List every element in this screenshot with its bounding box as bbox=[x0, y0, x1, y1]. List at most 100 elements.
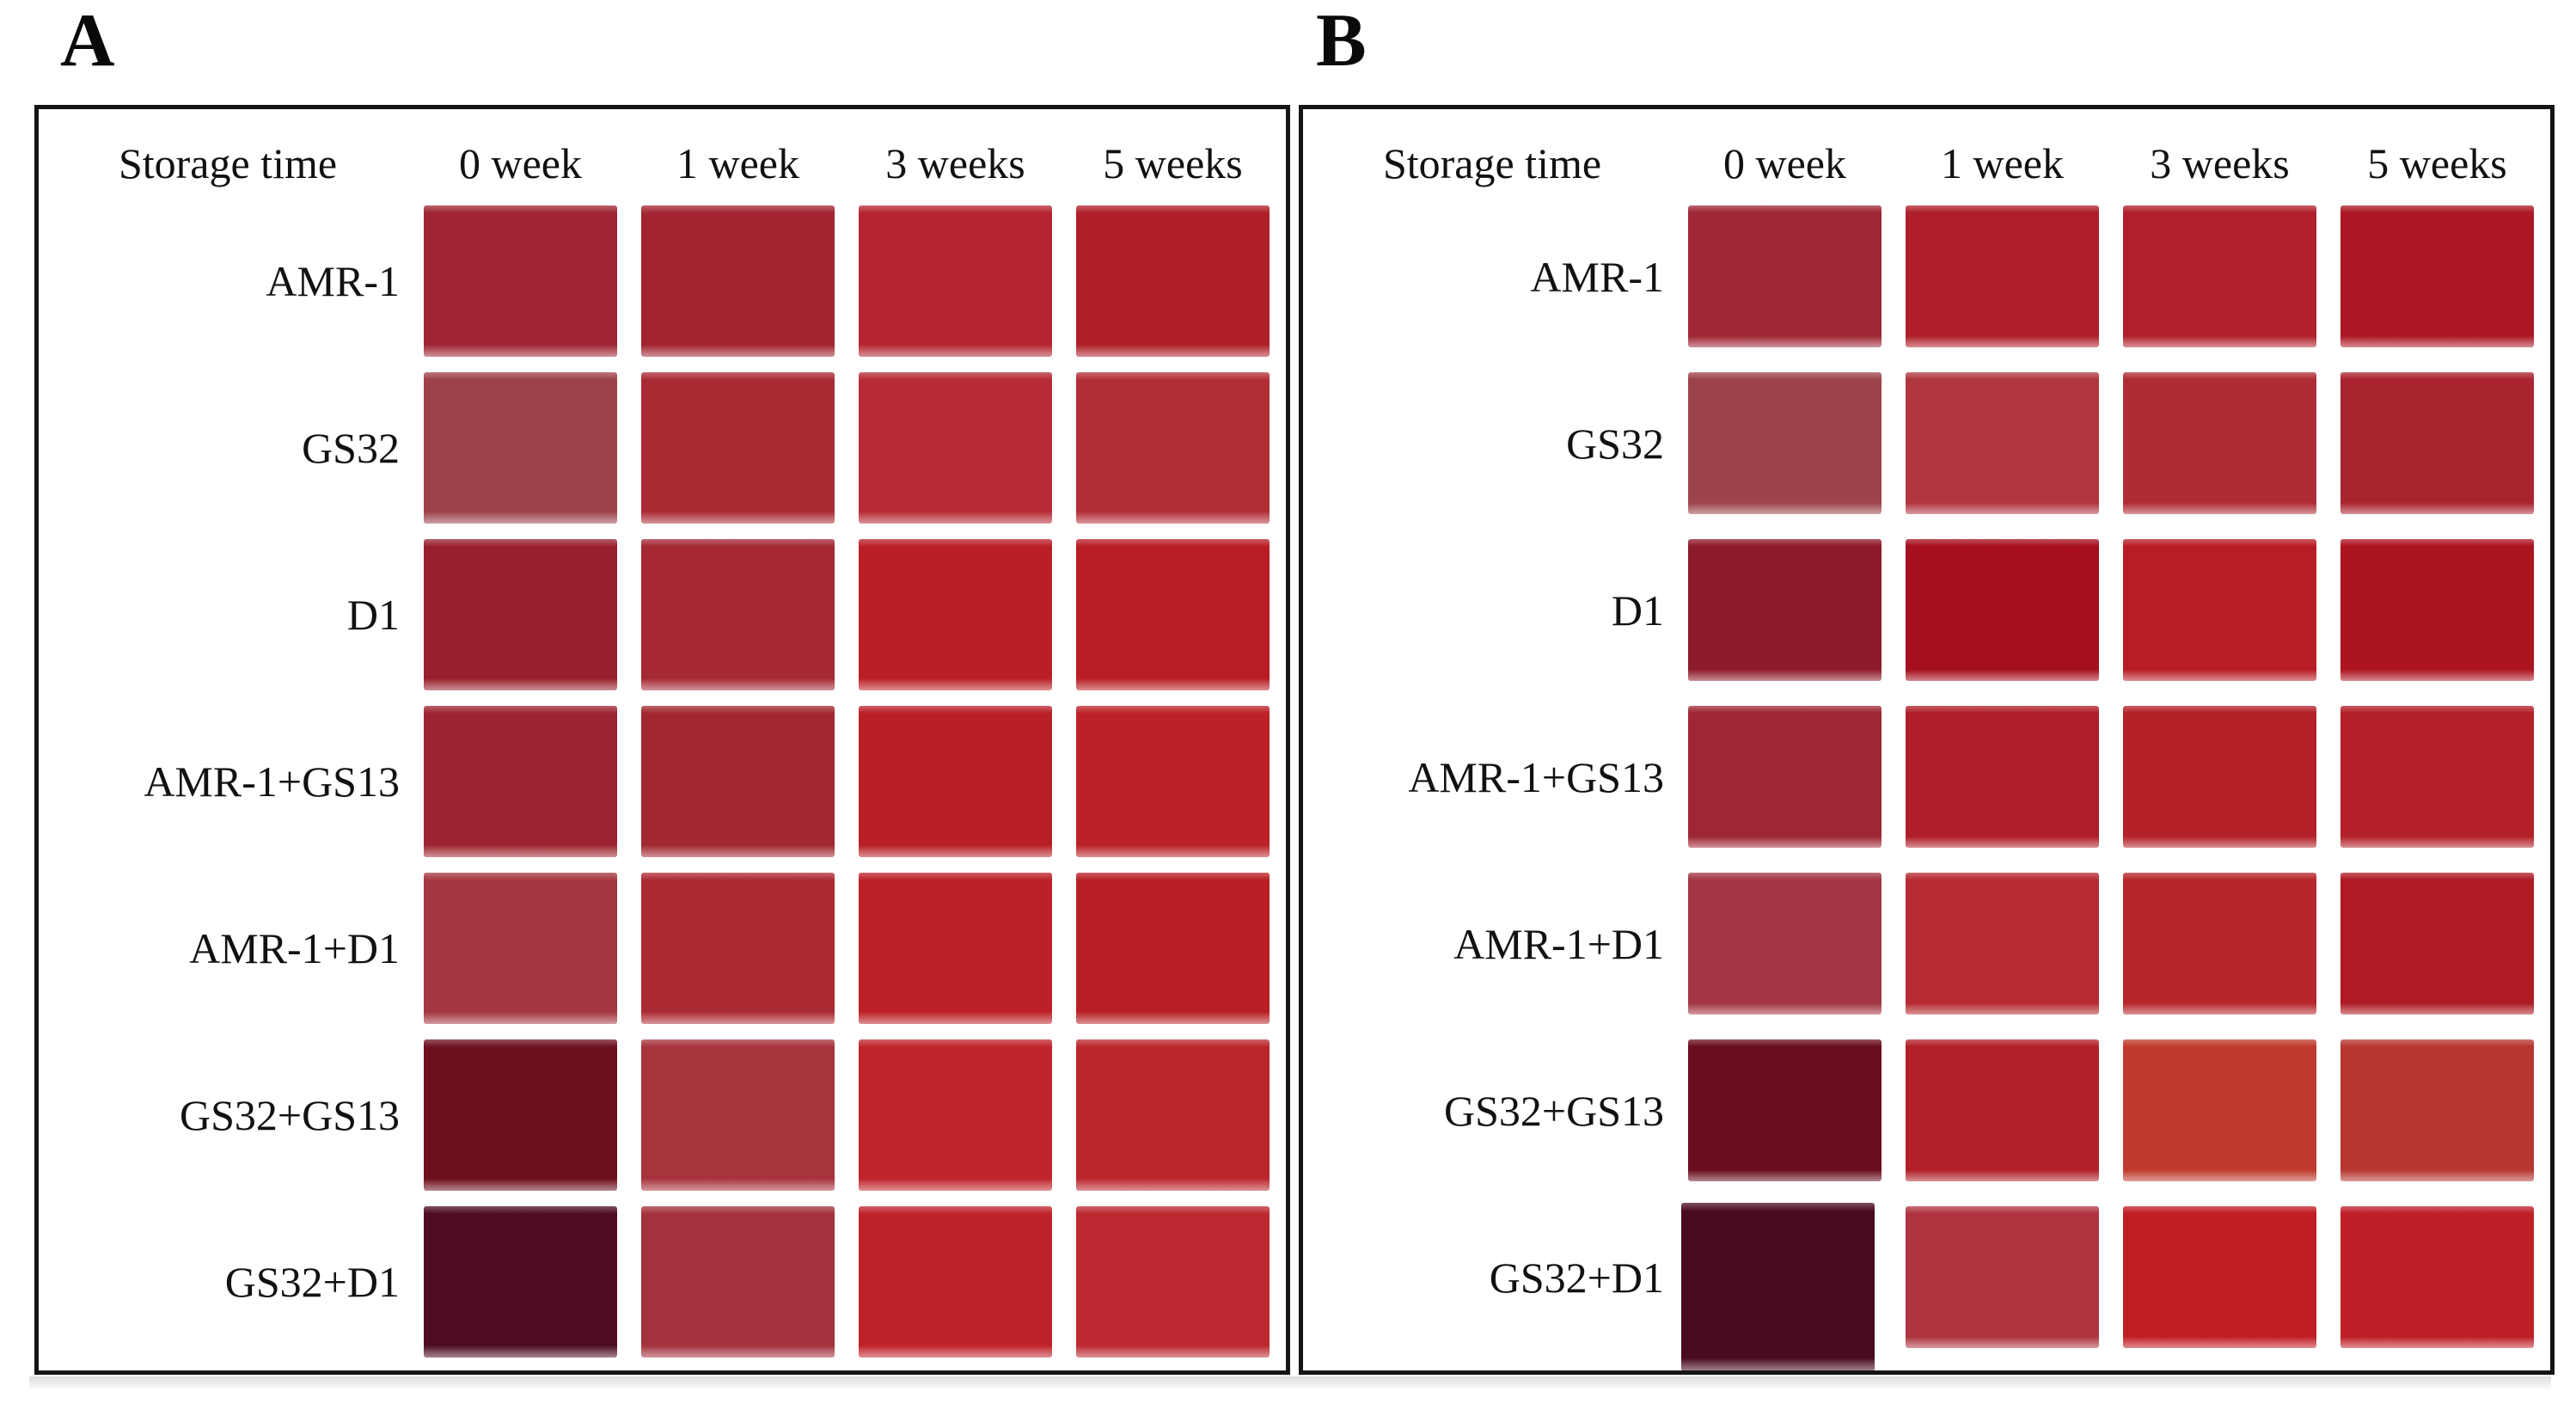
color-swatch-GS32+GS13-0-week bbox=[1688, 1039, 1882, 1181]
color-swatch-AMR-1+GS13-5-weeks bbox=[2340, 706, 2534, 848]
color-swatch-AMR-1-0-week bbox=[424, 205, 617, 357]
sample-row: AMR-1+D1 bbox=[56, 873, 1286, 1024]
color-swatch-D1-1-week bbox=[1906, 539, 2099, 681]
color-swatch-AMR-1+GS13-0-week bbox=[424, 706, 617, 857]
sample-label: GS32 bbox=[302, 424, 400, 472]
color-swatch-GS32-1-week bbox=[641, 372, 835, 524]
sample-label: AMR-1+GS13 bbox=[144, 757, 400, 806]
color-swatch-D1-5-weeks bbox=[1076, 539, 1270, 690]
color-swatch-GS32+D1-1-week bbox=[641, 1206, 835, 1358]
panel-drop-shadow bbox=[29, 1376, 2551, 1389]
color-swatch-GS32-1-week bbox=[1906, 372, 2099, 514]
header-1-week: 1 week bbox=[1941, 139, 2064, 187]
sample-row: AMR-1+GS13 bbox=[56, 706, 1286, 857]
color-swatch-D1-3-weeks bbox=[2123, 539, 2316, 681]
color-swatch-GS32+GS13-3-weeks bbox=[859, 1039, 1052, 1191]
color-swatch-GS32+D1-0-week bbox=[424, 1206, 617, 1358]
color-swatch-AMR-1-3-weeks bbox=[859, 205, 1052, 357]
color-swatch-GS32-5-weeks bbox=[1076, 372, 1270, 524]
header-3-weeks: 3 weeks bbox=[885, 139, 1025, 187]
sample-row: GS32+D1 bbox=[1320, 1203, 2550, 1370]
header-3-weeks: 3 weeks bbox=[2150, 139, 2290, 187]
header-0-week: 0 week bbox=[1723, 139, 1846, 187]
sample-label: GS32+GS13 bbox=[1443, 1086, 1664, 1135]
sample-label: GS32+GS13 bbox=[179, 1091, 400, 1139]
sample-label: D1 bbox=[1611, 585, 1664, 634]
sample-label: GS32+D1 bbox=[1489, 1253, 1664, 1302]
sample-label: GS32+D1 bbox=[224, 1258, 400, 1306]
color-swatch-D1-5-weeks bbox=[2340, 539, 2534, 681]
color-swatch-GS32+D1-5-weeks bbox=[1076, 1206, 1270, 1358]
sample-row: AMR-1+GS13 bbox=[1320, 706, 2550, 848]
color-swatch-AMR-1+D1-0-week bbox=[1688, 873, 1882, 1015]
header-row: Storage time 0 week 1 week 3 weeks 5 wee… bbox=[1320, 121, 2550, 205]
sample-label: GS32 bbox=[1566, 419, 1664, 468]
header-1-week: 1 week bbox=[676, 139, 799, 187]
panel-a-letter: A bbox=[60, 0, 115, 83]
color-swatch-D1-0-week bbox=[424, 539, 617, 690]
header-storage-time: Storage time bbox=[1382, 139, 1602, 187]
color-swatch-AMR-1+D1-5-weeks bbox=[2340, 873, 2534, 1015]
color-swatch-AMR-1-3-weeks bbox=[2123, 205, 2316, 347]
header-5-weeks: 5 weeks bbox=[1103, 139, 1243, 187]
sample-row: D1 bbox=[1320, 539, 2550, 681]
swatch-grid: AMR-1 GS32 D1 AMR-1+GS13 AMR-1+D1 GS32+GS13 GS… bbox=[1320, 205, 2550, 1370]
color-swatch-GS32-3-weeks bbox=[2123, 372, 2316, 514]
color-swatch-GS32-0-week bbox=[424, 372, 617, 524]
color-swatch-GS32+GS13-1-week bbox=[641, 1039, 835, 1191]
sample-label: AMR-1+GS13 bbox=[1408, 752, 1664, 801]
color-swatch-GS32+GS13-1-week bbox=[1906, 1039, 2099, 1181]
color-swatch-AMR-1+D1-1-week bbox=[641, 873, 835, 1024]
color-swatch-AMR-1-1-week bbox=[641, 205, 835, 357]
sample-row: AMR-1 bbox=[1320, 205, 2550, 347]
color-swatch-GS32+D1-1-week bbox=[1906, 1206, 2099, 1348]
sample-row: GS32 bbox=[56, 372, 1286, 524]
sample-label: AMR-1+D1 bbox=[189, 924, 400, 972]
sample-row: AMR-1 bbox=[56, 205, 1286, 357]
color-swatch-AMR-1+D1-3-weeks bbox=[2123, 873, 2316, 1015]
color-swatch-AMR-1+GS13-1-week bbox=[641, 706, 835, 857]
sample-row: GS32+GS13 bbox=[56, 1039, 1286, 1191]
color-swatch-GS32-3-weeks bbox=[859, 372, 1052, 524]
sample-row: GS32+D1 bbox=[56, 1206, 1286, 1358]
color-swatch-AMR-1+D1-1-week bbox=[1906, 873, 2099, 1015]
color-swatch-GS32-0-week bbox=[1688, 372, 1882, 514]
color-swatch-GS32+GS13-3-weeks bbox=[2123, 1039, 2316, 1181]
color-swatch-D1-1-week bbox=[641, 539, 835, 690]
panel-b-letter: B bbox=[1316, 0, 1367, 83]
color-swatch-GS32-5-weeks bbox=[2340, 372, 2534, 514]
sample-row: AMR-1+D1 bbox=[1320, 873, 2550, 1015]
color-swatch-AMR-1+GS13-3-weeks bbox=[859, 706, 1052, 857]
color-swatch-AMR-1-1-week bbox=[1906, 205, 2099, 347]
color-swatch-AMR-1-0-week bbox=[1688, 205, 1882, 347]
color-swatch-GS32+D1-0-week bbox=[1681, 1203, 1875, 1370]
color-swatch-AMR-1+GS13-1-week bbox=[1906, 706, 2099, 848]
color-swatch-AMR-1+GS13-0-week bbox=[1688, 706, 1882, 848]
sample-row: D1 bbox=[56, 539, 1286, 690]
sample-label: D1 bbox=[346, 591, 400, 639]
color-swatch-AMR-1+D1-5-weeks bbox=[1076, 873, 1270, 1024]
sample-label: AMR-1 bbox=[1530, 252, 1664, 301]
color-swatch-D1-0-week bbox=[1688, 539, 1882, 681]
color-swatch-GS32+D1-5-weeks bbox=[2340, 1206, 2534, 1348]
header-row: Storage time 0 week 1 week 3 weeks 5 wee… bbox=[56, 121, 1286, 205]
color-swatch-AMR-1+GS13-3-weeks bbox=[2123, 706, 2316, 848]
color-swatch-AMR-1+GS13-5-weeks bbox=[1076, 706, 1270, 857]
header-5-weeks: 5 weeks bbox=[2367, 139, 2507, 187]
color-swatch-AMR-1+D1-3-weeks bbox=[859, 873, 1052, 1024]
sample-label: AMR-1+D1 bbox=[1453, 919, 1664, 968]
color-swatch-D1-3-weeks bbox=[859, 539, 1052, 690]
panel-b: Storage time 0 week 1 week 3 weeks 5 wee… bbox=[1299, 105, 2555, 1375]
color-swatch-AMR-1-5-weeks bbox=[2340, 205, 2534, 347]
sample-label: AMR-1 bbox=[266, 257, 400, 305]
sample-row: GS32+GS13 bbox=[1320, 1039, 2550, 1181]
color-swatch-AMR-1+D1-0-week bbox=[424, 873, 617, 1024]
color-swatch-GS32+D1-3-weeks bbox=[2123, 1206, 2316, 1348]
color-swatch-GS32+GS13-5-weeks bbox=[2340, 1039, 2534, 1181]
swatch-grid: AMR-1 GS32 D1 AMR-1+GS13 AMR-1+D1 GS32+GS13 GS… bbox=[56, 205, 1286, 1358]
color-swatch-GS32+GS13-5-weeks bbox=[1076, 1039, 1270, 1191]
sample-row: GS32 bbox=[1320, 372, 2550, 514]
header-0-week: 0 week bbox=[459, 139, 582, 187]
color-swatch-GS32+D1-3-weeks bbox=[859, 1206, 1052, 1358]
color-swatch-GS32+GS13-0-week bbox=[424, 1039, 617, 1191]
